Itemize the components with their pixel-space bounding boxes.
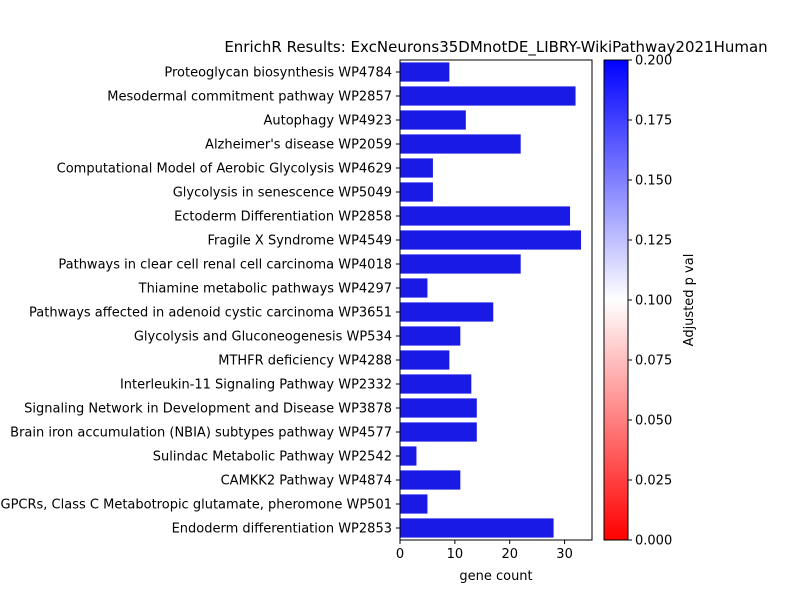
category-label-19: Endoderm differentiation WP2853 [172, 522, 392, 537]
x-tick-label-1: 10 [447, 547, 464, 562]
x-tick-label-0: 0 [396, 547, 404, 562]
bar-14 [400, 398, 477, 418]
category-label-8: Pathways in clear cell renal cell carcin… [58, 258, 392, 273]
bar-6 [400, 206, 571, 226]
category-label-18: GPCRs, Class C Metabotropic glutamate, p… [1, 498, 393, 513]
bar-3 [400, 134, 521, 154]
colorbar-tick-label-7: 0.175 [635, 114, 672, 129]
category-label-14: Signaling Network in Development and Dis… [24, 402, 392, 417]
category-label-6: Ectoderm Differentiation WP2858 [174, 210, 392, 225]
bar-8 [400, 254, 521, 274]
category-label-12: MTHFR deficiency WP4288 [218, 354, 392, 369]
colorbar-tick-label-0: 0.000 [635, 534, 672, 549]
colorbar-tick-label-6: 0.150 [635, 174, 672, 189]
colorbar-tick-label-8: 0.200 [635, 54, 672, 69]
x-axis-label: gene count [459, 569, 532, 584]
bar-17 [400, 470, 461, 490]
bar-0 [400, 62, 450, 82]
colorbar-label: Adjusted p val [682, 254, 697, 347]
bar-18 [400, 494, 428, 514]
bar-12 [400, 350, 450, 370]
category-label-4: Computational Model of Aerobic Glycolysi… [57, 162, 392, 177]
bar-2 [400, 110, 466, 130]
bar-5 [400, 182, 433, 202]
x-tick-label-3: 30 [556, 547, 573, 562]
bar-1 [400, 86, 576, 106]
category-label-7: Fragile X Syndrome WP4549 [207, 234, 392, 249]
colorbar-tick-label-5: 0.125 [635, 234, 672, 249]
category-label-3: Alzheimer's disease WP2059 [205, 138, 392, 153]
category-label-15: Brain iron accumulation (NBIA) subtypes … [10, 426, 392, 441]
category-label-10: Pathways affected in adenoid cystic carc… [29, 306, 392, 321]
category-label-9: Thiamine metabolic pathways WP4297 [138, 282, 392, 297]
category-label-11: Glycolysis and Gluconeogenesis WP534 [134, 330, 392, 345]
colorbar-tick-label-3: 0.075 [635, 354, 672, 369]
colorbar-tick-label-1: 0.025 [635, 474, 672, 489]
bar-7 [400, 230, 582, 250]
x-axis-ticks: 0 10 20 30 [396, 540, 573, 562]
bar-19 [400, 518, 554, 538]
bar-13 [400, 374, 472, 394]
category-label-2: Autophagy WP4923 [264, 114, 393, 129]
bar-4 [400, 158, 433, 178]
chart-title: EnrichR Results: ExcNeurons35DMnotDE_LIB… [224, 38, 767, 57]
category-label-1: Mesodermal commitment pathway WP2857 [107, 90, 392, 105]
category-label-5: Glycolysis in senescence WP5049 [173, 186, 392, 201]
bars-group [400, 62, 582, 538]
category-label-17: CAMKK2 Pathway WP4874 [221, 474, 392, 489]
colorbar-tick-label-2: 0.050 [635, 414, 672, 429]
colorbar-ticks: 0.000 0.025 0.050 0.075 0.100 0.125 0.150 0.175… [628, 54, 672, 549]
x-tick-label-2: 20 [501, 547, 518, 562]
bar-11 [400, 326, 461, 346]
colorbar-tick-label-4: 0.100 [635, 294, 672, 309]
colorbar [604, 60, 628, 540]
bar-16 [400, 446, 417, 466]
category-label-16: Sulindac Metabolic Pathway WP2542 [153, 450, 392, 465]
bar-15 [400, 422, 477, 442]
category-labels: Proteoglycan biosynthesis WP4784 Mesoderm… [1, 66, 400, 537]
category-label-13: Interleukin-11 Signaling Pathway WP2332 [120, 378, 392, 393]
category-label-0: Proteoglycan biosynthesis WP4784 [164, 66, 392, 81]
plot-frame [399, 59, 593, 541]
bar-9 [400, 278, 428, 298]
bar-10 [400, 302, 494, 322]
